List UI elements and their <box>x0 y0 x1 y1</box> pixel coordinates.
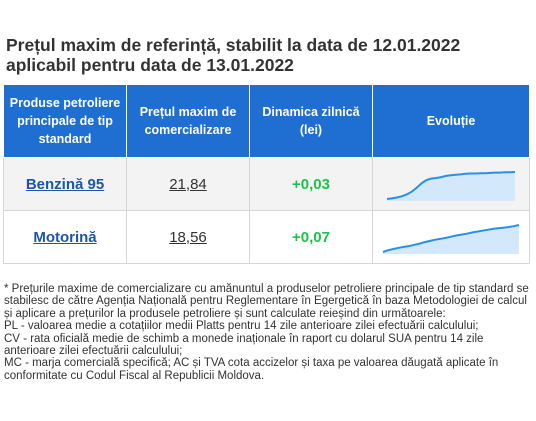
product-link-benzina[interactable]: Benzină 95 <box>25 175 105 193</box>
header-product: Produse petroliere principale de tip sta… <box>3 84 127 158</box>
note-mc: MC - marja comercială specifică; AC și T… <box>4 357 499 382</box>
evolution-cell <box>372 157 530 211</box>
title-line-1: Prețul maxim de referință, stabilit la d… <box>6 35 461 55</box>
note-cv: CV - rata oficială medie de schimb a mon… <box>4 332 484 358</box>
dynamics-value-benzina: +0,03 <box>292 175 330 193</box>
evolution-cell <box>372 210 530 264</box>
fuel-price-table: Produse petroliere principale de tip sta… <box>3 84 530 264</box>
note-pl: PL - valoarea medie a cotațiilor medii P… <box>4 320 479 333</box>
sparkline-line <box>382 224 520 253</box>
page-title: Prețul maxim de referință, stabilit la d… <box>6 35 526 75</box>
table-row-benzina: Benzină 95 21,84 +0,03 <box>3 157 530 211</box>
sparkline-area <box>387 172 515 201</box>
header-evolution: Evoluție <box>372 84 530 158</box>
price-cell: 18,56 <box>126 210 250 264</box>
table-header-row: Produse petroliere principale de tip sta… <box>3 84 530 158</box>
header-dynamics: Dinamica zilnică (lei) <box>249 84 373 158</box>
note-intro: * Prețurile maxime de comercializare cu … <box>4 283 529 320</box>
price-value-benzina: 21,84 <box>169 175 207 193</box>
price-cell: 21,84 <box>126 157 250 211</box>
price-value-motorina: 18,56 <box>169 228 207 246</box>
sparkline-line <box>386 171 516 200</box>
dynamics-cell: +0,03 <box>249 157 373 211</box>
sparkline-area <box>383 225 519 254</box>
header-price: Prețul maxim de comercializare <box>126 84 250 158</box>
sparkline-motorina <box>382 224 520 254</box>
dynamics-value-motorina: +0,07 <box>292 228 330 246</box>
product-cell: Benzină 95 <box>3 157 127 211</box>
footnotes: * Prețurile maxime de comercializare cu … <box>4 283 529 382</box>
dynamics-cell: +0,07 <box>249 210 373 264</box>
title-line-2: aplicabil pentru data de 13.01.2022 <box>6 55 294 75</box>
product-cell: Motorină <box>3 210 127 264</box>
sparkline-benzina <box>386 171 516 201</box>
product-link-motorina[interactable]: Motorină <box>33 228 97 246</box>
table-row-motorina: Motorină 18,56 +0,07 <box>3 210 530 264</box>
